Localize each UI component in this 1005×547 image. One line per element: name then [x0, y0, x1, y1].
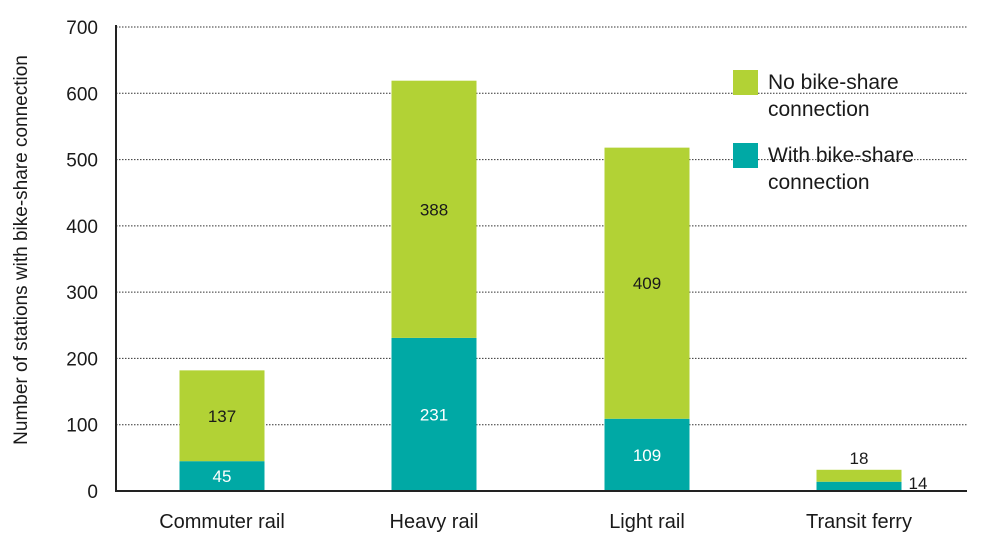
data-label-with-bike-share-0: 45	[213, 467, 232, 486]
y-tick-label-500: 500	[66, 151, 98, 172]
y-axis-title: Number of stations with bike-share conne…	[11, 55, 32, 445]
y-tick-label-0: 0	[87, 482, 98, 503]
y-tick-label-700: 700	[66, 18, 98, 39]
data-label-with-bike-share-3: 14	[909, 474, 928, 493]
y-tick-label-300: 300	[66, 283, 98, 304]
legend: No bike-share connection With bike-share co…	[733, 70, 914, 194]
data-label-with-bike-share-2: 109	[633, 446, 661, 465]
legend-label-0-line-1: connection	[768, 98, 870, 121]
y-tick-label-200: 200	[66, 349, 98, 370]
bar-0-with-bike-share	[179, 461, 265, 491]
legend-label-1-line-0: With bike-share	[768, 144, 914, 167]
axes: 0 100 200 300 400 500 600 700 Commuter rail Heavy…	[66, 18, 967, 533]
bar-1-no-bike-share	[391, 80, 477, 338]
bar-3-no-bike-share	[816, 469, 902, 482]
data-label-with-bike-share-1: 231	[420, 405, 448, 424]
data-label-no-bike-share-3: 18	[850, 449, 869, 468]
data-label-no-bike-share-0: 137	[208, 407, 236, 426]
x-tick-label-2: Light rail	[609, 511, 685, 533]
legend-swatch-1	[733, 143, 758, 168]
data-label-no-bike-share-2: 409	[633, 274, 661, 293]
bar-3-with-bike-share	[816, 481, 902, 491]
legend-label-1-line-1: connection	[768, 171, 870, 194]
data-labels: 45 137 231 388 109 409 14 18	[208, 200, 928, 493]
x-tick-label-0: Commuter rail	[159, 511, 285, 533]
y-tick-label-600: 600	[66, 84, 98, 105]
bars	[179, 80, 902, 491]
bar-2-with-bike-share	[604, 418, 690, 491]
y-tick-label-400: 400	[66, 217, 98, 238]
x-tick-label-1: Heavy rail	[390, 511, 479, 533]
y-tick-label-100: 100	[66, 416, 98, 437]
legend-swatch-0	[733, 70, 758, 95]
data-label-no-bike-share-1: 388	[420, 200, 448, 219]
gridlines	[116, 26, 967, 426]
bar-2-no-bike-share	[604, 147, 690, 419]
bar-1-with-bike-share	[391, 337, 477, 491]
legend-label-0-line-0: No bike-share	[768, 71, 899, 94]
bar-0-no-bike-share	[179, 370, 265, 462]
x-tick-label-3: Transit ferry	[806, 511, 912, 533]
